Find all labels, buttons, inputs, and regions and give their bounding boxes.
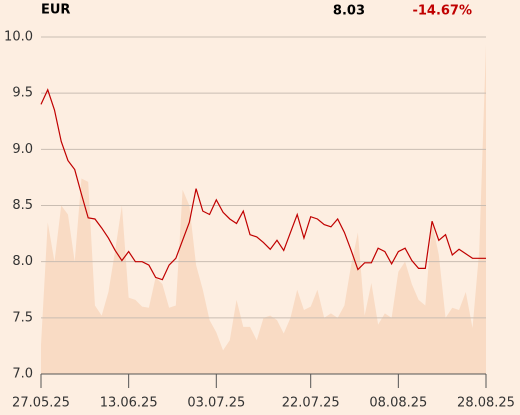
y-tick-label: 8.0: [12, 254, 33, 269]
y-tick-label: 9.0: [12, 142, 33, 157]
y-tick-label: 7.0: [12, 367, 33, 382]
y-tick-label: 10.0: [4, 30, 33, 45]
price-line: [40, 88, 486, 281]
x-tick-label: 27.05.25: [12, 396, 70, 411]
y-tick-label: 9.5: [12, 86, 33, 101]
last-price: 8.03: [333, 4, 365, 19]
volume-area: [41, 44, 486, 374]
y-tick-label: 8.5: [12, 198, 33, 213]
x-tick-label: 22.07.25: [282, 396, 340, 411]
x-tick-label: 08.08.25: [369, 396, 427, 411]
change: -14.67%: [412, 4, 472, 19]
chart-title: EUR: [41, 3, 70, 18]
y-tick-label: 7.5: [12, 310, 33, 325]
x-tick-label: 03.07.25: [187, 396, 245, 411]
x-tick-label: 28.08.25: [457, 396, 515, 411]
x-tick-label: 13.06.25: [100, 396, 158, 411]
